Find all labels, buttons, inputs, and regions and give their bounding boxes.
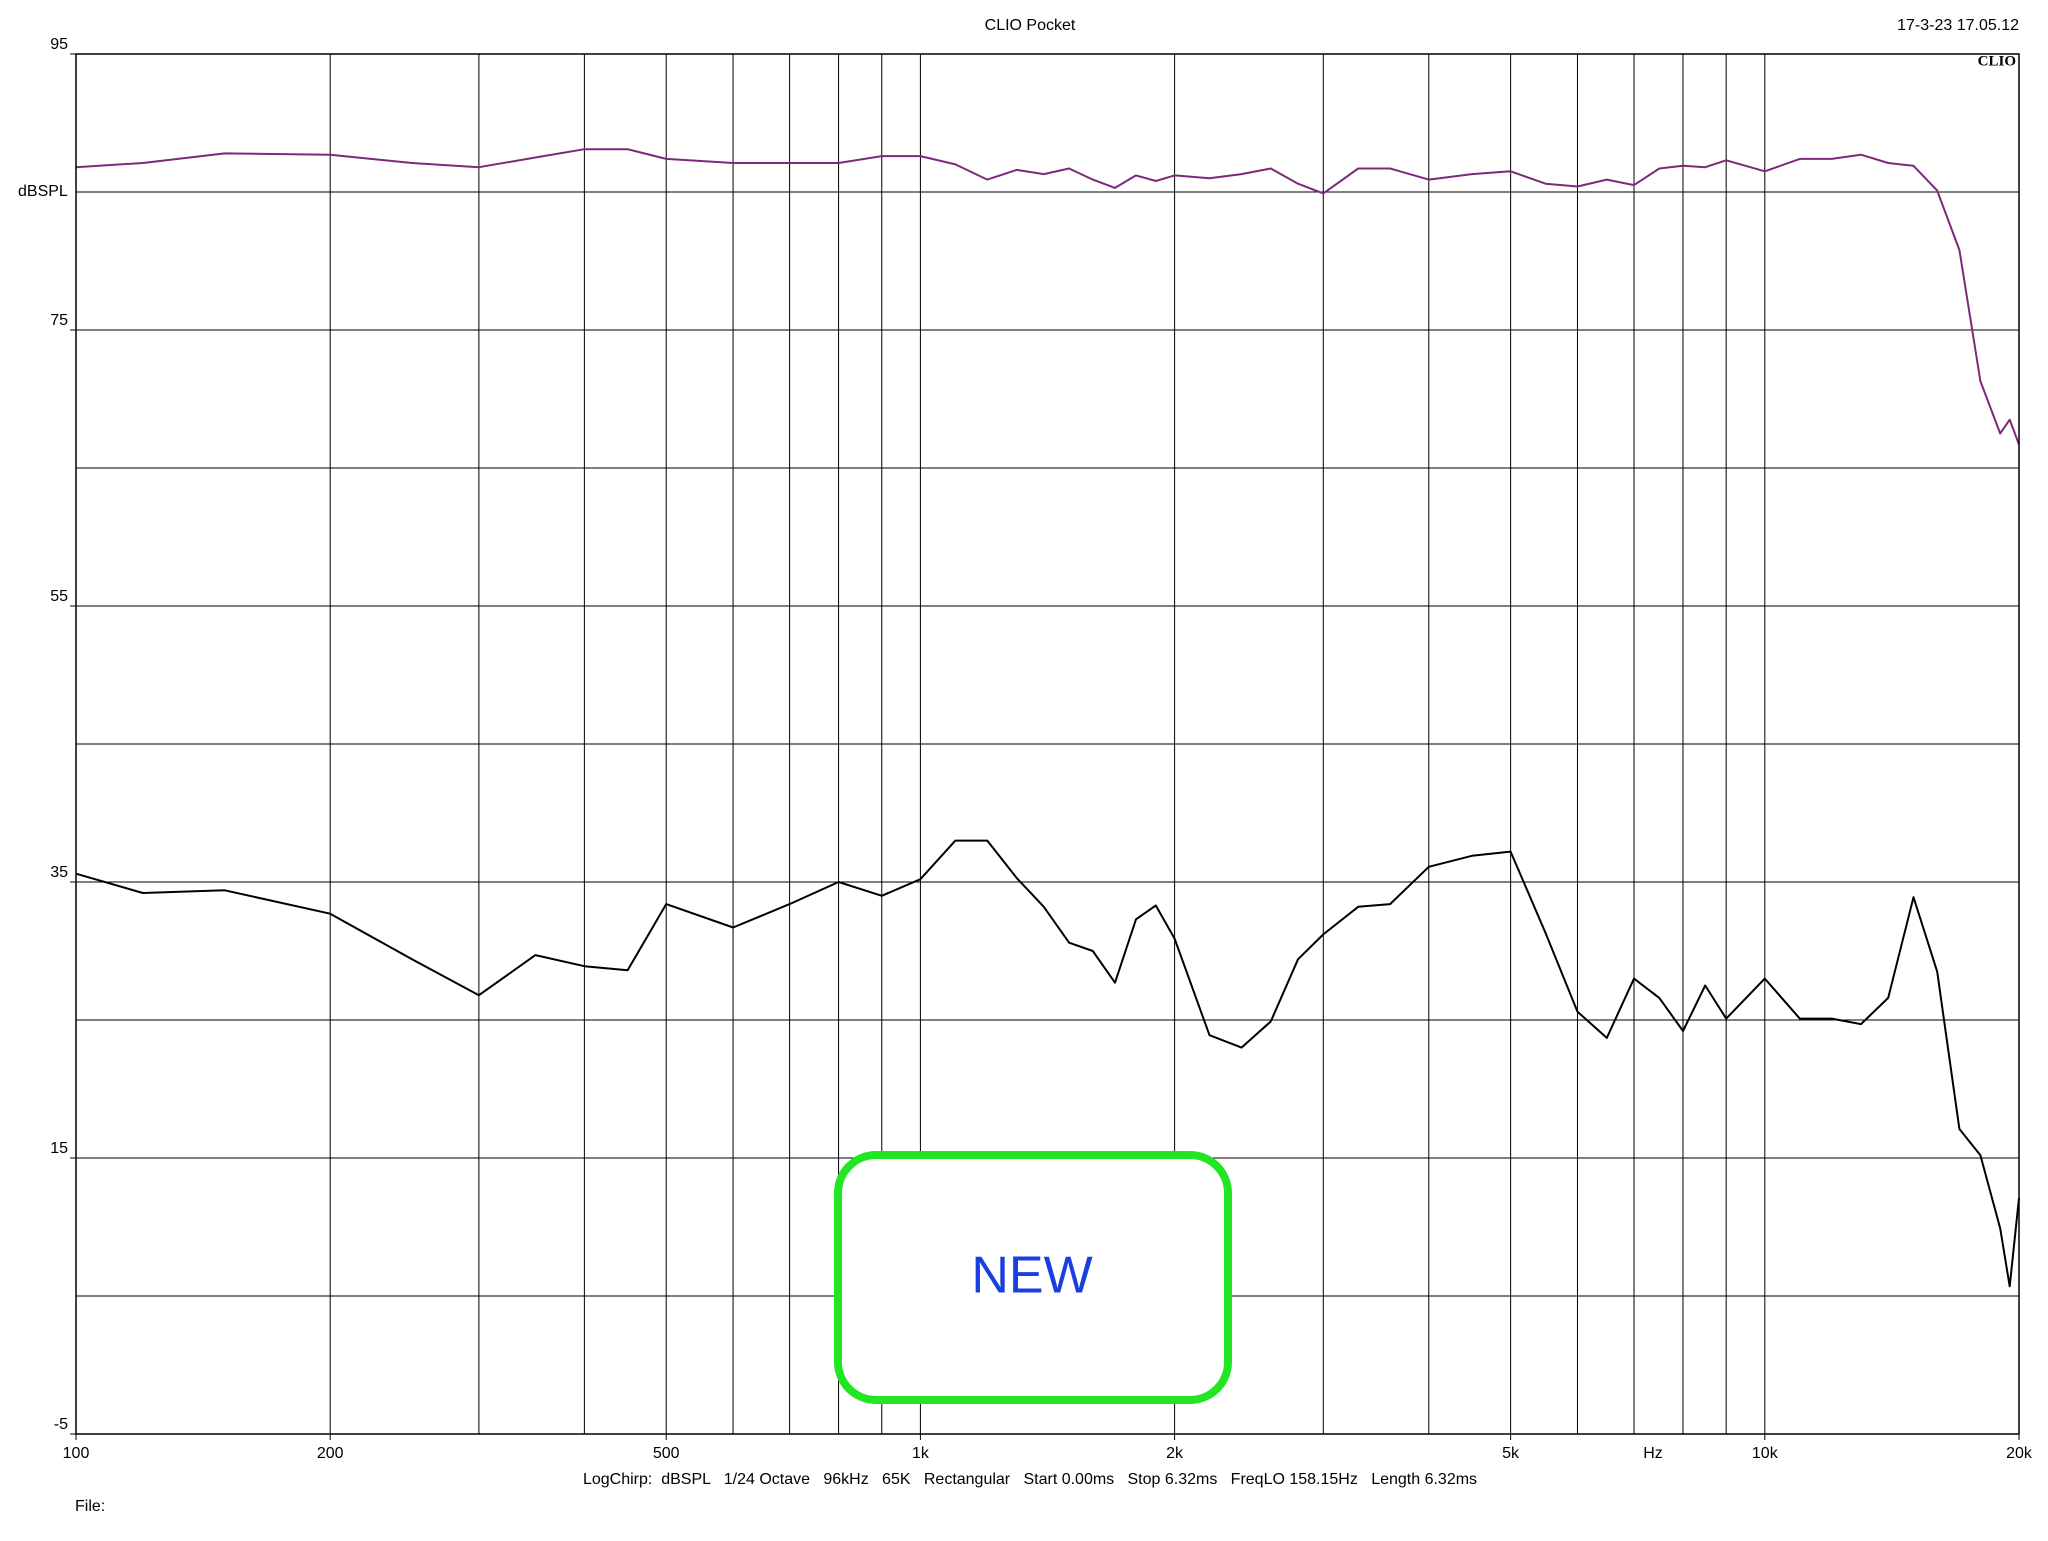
y-tick-label: 15 — [50, 1140, 68, 1157]
y-tick-label: 75 — [50, 312, 68, 329]
x-tick-label: 10k — [1752, 1445, 1779, 1462]
x-tick-label: 100 — [63, 1445, 90, 1462]
x-tick-label: 1k — [912, 1445, 930, 1462]
y-tick-label: 95 — [50, 36, 68, 53]
new-button-label[interactable]: NEW — [971, 1247, 1092, 1305]
response-curve — [75, 148, 2020, 445]
y-tick-label: -5 — [54, 1416, 68, 1433]
x-tick-label: 500 — [653, 1445, 680, 1462]
x-tick-label: 2k — [1166, 1445, 1184, 1462]
response-curve — [75, 839, 2020, 1288]
x-tick-label: 20k — [2006, 1445, 2033, 1462]
chart-title: CLIO Pocket — [985, 17, 1076, 34]
x-tick-label: 5k — [1502, 1445, 1520, 1462]
file-label: File: — [75, 1498, 105, 1515]
x-axis-label: Hz — [1643, 1445, 1663, 1462]
measurement-settings: LogChirp: dBSPL 1/24 Octave 96kHz 65K Re… — [583, 1471, 1477, 1488]
new-button[interactable]: NEW — [834, 1151, 1232, 1404]
y-tick-label: 35 — [50, 864, 68, 881]
y-tick-label: 55 — [50, 588, 68, 605]
plot-frame — [75, 53, 2020, 1435]
y-axis-label: dBSPL — [18, 183, 68, 200]
logo: CLIO — [1978, 53, 2016, 69]
x-tick-label: 200 — [317, 1445, 344, 1462]
timestamp: 17-3-23 17.05.12 — [1897, 17, 2019, 34]
new-button-frame[interactable] — [834, 1151, 1232, 1404]
